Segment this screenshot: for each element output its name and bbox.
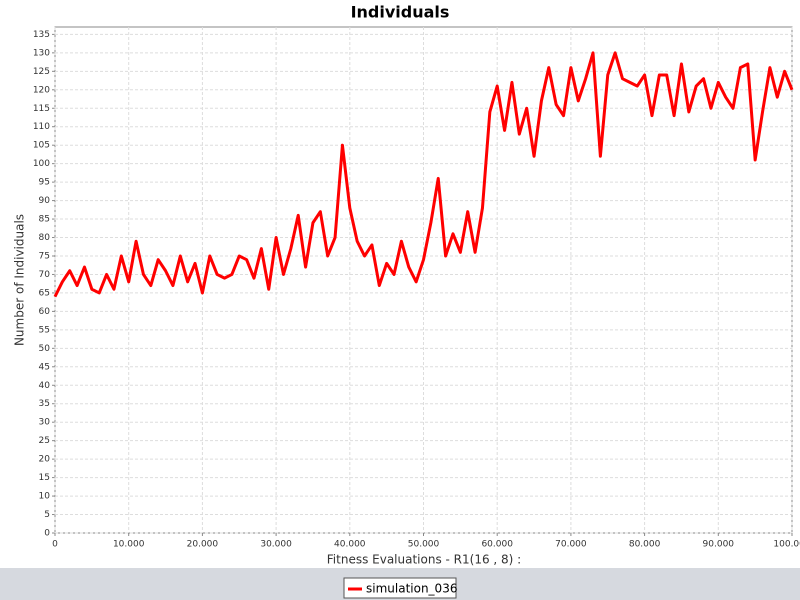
y-tick-label: 135 [33,30,50,40]
y-tick-label: 125 [33,67,50,77]
y-tick-label: 120 [33,85,50,95]
y-axis-label: Number of Individuals [13,214,27,346]
legend-box [343,577,457,599]
x-tick-label: 80.000 [629,540,661,550]
x-tick-label: 50.000 [408,540,440,550]
y-tick-label: 85 [39,215,50,225]
data-line [53,51,794,298]
y-tick-label: 35 [39,399,50,409]
y-tick-label: 0 [44,529,50,539]
y-tick-label: 115 [33,104,50,114]
x-tick-label: 10.000 [113,540,145,550]
y-tick-label: 95 [39,178,50,188]
x-tick-label: 90.000 [703,540,735,550]
y-tick-label: 30 [39,418,51,428]
x-tick-label: 40.000 [334,540,366,550]
x-tick-label: 70.000 [555,540,587,550]
y-tick-label: 105 [33,141,50,151]
y-tick-label: 75 [39,251,50,261]
x-tick-label: 60.000 [481,540,513,550]
y-tick-label: 55 [39,325,50,335]
y-tick-label: 80 [39,233,51,243]
legend-label: simulation_036 [366,582,457,596]
y-tick-label: 45 [39,362,50,372]
x-tick-label: 100.000 [773,540,800,550]
y-tick-label: 10 [39,492,51,502]
y-tick-label: 50 [39,344,51,354]
y-tick-label: 5 [44,510,50,520]
y-tick-label: 60 [39,307,51,317]
y-tick-label: 70 [39,270,51,280]
y-tick-label: 25 [39,436,50,446]
x-tick-label: 30.000 [260,540,292,550]
y-tick-label: 15 [39,473,50,483]
y-tick-label: 130 [33,48,50,58]
y-tick-label: 100 [33,159,50,169]
x-tick-label: 20.000 [187,540,219,550]
y-tick-label: 20 [39,455,51,465]
y-tick-label: 110 [33,122,50,132]
legend: simulation_036 [343,577,457,599]
x-tick-label: 0 [52,540,58,550]
y-tick-label: 90 [39,196,51,206]
y-tick-label: 40 [39,381,51,391]
x-axis-label: Fitness Evaluations - R1(16 , 8) : [327,553,521,567]
y-tick-label: 65 [39,288,50,298]
chart-title: Individuals [351,3,450,22]
